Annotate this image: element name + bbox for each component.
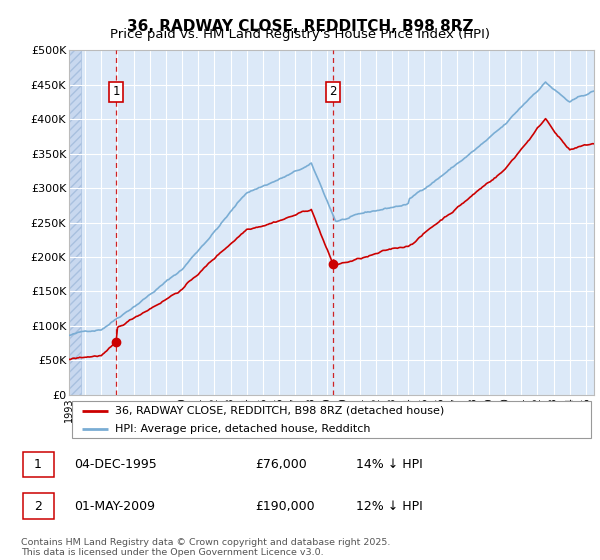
Text: 1: 1 [34, 458, 42, 472]
FancyBboxPatch shape [23, 493, 53, 519]
Text: 36, RADWAY CLOSE, REDDITCH, B98 8RZ: 36, RADWAY CLOSE, REDDITCH, B98 8RZ [127, 19, 473, 34]
Text: Price paid vs. HM Land Registry's House Price Index (HPI): Price paid vs. HM Land Registry's House … [110, 28, 490, 41]
Text: 36, RADWAY CLOSE, REDDITCH, B98 8RZ (detached house): 36, RADWAY CLOSE, REDDITCH, B98 8RZ (det… [115, 405, 445, 416]
Text: 2: 2 [329, 85, 337, 98]
Bar [69, 50, 81, 395]
Text: £190,000: £190,000 [255, 500, 314, 512]
Text: 2: 2 [34, 500, 42, 512]
Text: £76,000: £76,000 [255, 458, 307, 472]
Text: 1: 1 [112, 85, 120, 98]
FancyBboxPatch shape [71, 401, 592, 438]
Text: Contains HM Land Registry data © Crown copyright and database right 2025.
This d: Contains HM Land Registry data © Crown c… [21, 538, 391, 557]
Text: 12% ↓ HPI: 12% ↓ HPI [356, 500, 423, 512]
FancyBboxPatch shape [23, 452, 53, 478]
Text: HPI: Average price, detached house, Redditch: HPI: Average price, detached house, Redd… [115, 424, 371, 434]
Text: 04-DEC-1995: 04-DEC-1995 [74, 458, 157, 472]
Text: 14% ↓ HPI: 14% ↓ HPI [356, 458, 423, 472]
Text: 01-MAY-2009: 01-MAY-2009 [74, 500, 155, 512]
